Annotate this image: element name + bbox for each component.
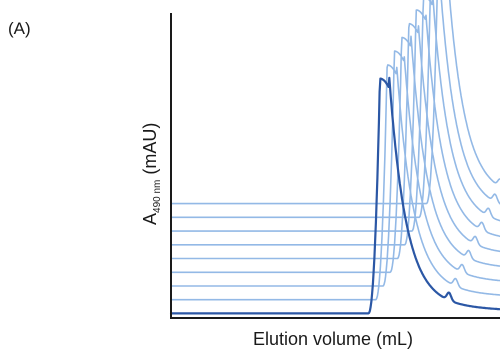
panel-label: (A) (8, 19, 31, 38)
chromatogram-traces (169, 0, 500, 315)
trace-6 (170, 9, 500, 246)
trace-3 (170, 50, 500, 287)
trace-9 (170, 0, 500, 205)
y-axis-label-unit: (mAU) (140, 123, 160, 175)
y-axis-label: A490 nm (mAU) (140, 123, 163, 225)
trace-5 (170, 22, 500, 260)
trace-reference (169, 76, 500, 315)
axes (170, 13, 500, 319)
trace-2 (170, 64, 500, 301)
y-axis-label-main: A (140, 213, 160, 225)
trace-8 (170, 0, 500, 219)
x-axis-label: Elution volume (mL) (253, 329, 413, 349)
trace-4 (170, 35, 500, 274)
y-axis-label-subscript: 490 nm (152, 180, 163, 213)
trace-7 (170, 0, 500, 232)
